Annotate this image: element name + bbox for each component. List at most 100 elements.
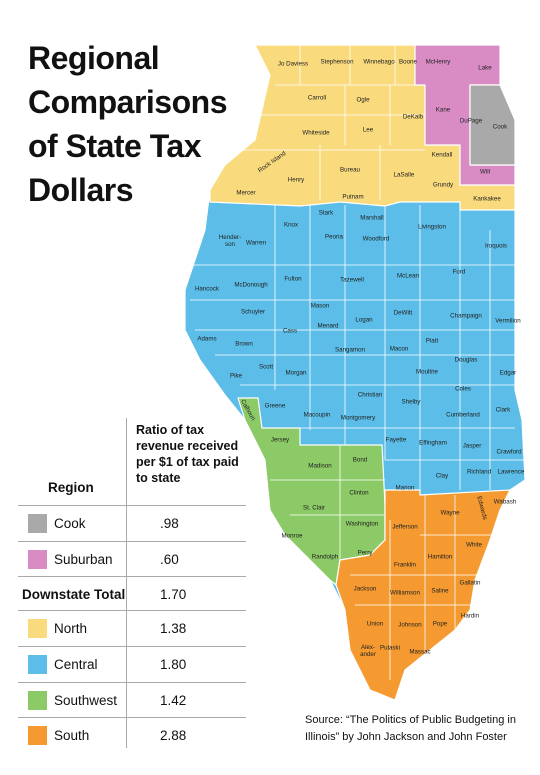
county-label: Franklin [394,562,417,569]
table-row: Southwest 1.42 [18,682,246,719]
county-label: Marion [396,485,415,492]
table-row: Central 1.80 [18,646,246,683]
county-label: Grundy [433,182,454,189]
header-ratio: Ratio of tax revenue received per $1 of … [136,423,239,485]
county-label: Lee [363,127,374,134]
county-label: McLean [397,273,420,280]
county-label: Jersey [271,437,290,444]
county-label: Williamson [390,590,420,597]
county-label: Greene [265,403,286,410]
county-label: Mercer [236,190,255,197]
county-label: Schuyler [241,309,265,316]
county-label: Hamilton [428,554,453,561]
title: Regional Comparisons of State Tax Dollar… [28,40,227,208]
county-label: Ogle [356,97,370,104]
county-label: Moultrie [416,369,439,376]
table-row: South 2.88 [18,717,246,754]
region-cook [469,84,516,166]
region-name: Central [54,657,98,672]
ratio-value: 1.42 [160,693,187,708]
county-label: Kane [436,107,451,114]
county-label: Morgan [286,370,308,377]
county-label: Cook [493,124,508,131]
ratio-value: 1.38 [160,621,187,636]
county-label: Warren [246,240,267,247]
county-label: Gallatin [460,580,482,587]
county-label: Effingham [419,440,447,447]
county-label: LaSalle [394,172,415,179]
county-label: Putnam [342,194,363,201]
county-label: Stephenson [320,59,354,66]
county-label: Champaign [450,313,482,320]
region-south [335,489,511,701]
county-label: Pulaski [380,645,400,652]
table-row: Downstate Total 1.70 [18,576,246,613]
county-label: Boone [399,59,417,66]
county-label: Edgar [500,370,517,377]
county-label: Macon [390,346,409,353]
color-swatch [28,550,47,569]
region-name: Southwest [54,693,118,708]
table-row: North 1.38 [18,610,246,647]
county-label: Jo Daviess [278,61,308,68]
color-swatch [28,655,47,674]
county-label: Coles [455,386,471,393]
county-labels: Jo Daviess Stephenson Winnebago Boone McHenr… [195,59,525,658]
county-label: Crawford [496,449,522,456]
color-swatch [28,619,47,638]
county-label: Pike [230,373,243,380]
county-line [270,445,500,680]
color-swatch [28,514,47,533]
ratio-value: 1.80 [160,657,187,672]
county-label: Clinton [349,490,369,497]
county-label: Kendall [432,152,453,159]
county-label: Bond [353,457,368,464]
county-label: Mason [311,303,330,310]
county-label: Shelby [402,399,422,406]
county-label: Johnson [398,622,422,629]
column-divider [126,418,127,748]
county-label: Menard [318,323,340,330]
color-swatch [28,726,47,745]
county-lines [190,45,525,680]
county-label: Woodford [363,236,390,243]
region-name: North [54,621,88,636]
county-label: Marshall [360,215,383,222]
county-label: Hancock [195,286,220,293]
county-label: Jasper [463,443,482,450]
county-label: Stark [319,210,334,217]
county-label: Lake [478,65,492,72]
county-label: Perry [358,550,374,557]
table-row: Cook .98 [18,505,246,542]
county-line [190,205,525,490]
ratio-value: .98 [160,516,179,531]
county-label: McDonough [234,282,268,289]
county-label: Massac [409,649,430,656]
color-swatch [28,691,47,710]
region-name: South [54,728,90,743]
county-line [240,45,425,200]
county-label: Adams [197,336,216,343]
county-label: Carroll [308,95,326,102]
county-label: Bureau [340,167,361,174]
county-label: DeWitt [394,310,413,317]
county-label: Livingston [418,224,446,231]
county-label: Wabash [494,499,517,506]
county-label: Brown [235,341,253,348]
county-label: Vermilion [495,318,521,325]
county-label: Hardin [461,613,480,620]
county-label: Hender-son [219,234,241,248]
header-region: Region [48,480,94,495]
county-label: Pope [433,621,448,628]
county-label: Logan [355,317,373,324]
county-label: Iroquois [485,243,507,250]
county-label: Henry [288,177,305,184]
county-label: Piatt [426,338,439,345]
county-label: Fulton [284,276,302,283]
county-label: Scott [259,364,273,371]
county-label: Douglas [455,357,478,364]
county-label: Alex-ander [360,644,376,658]
county-label: Clark [496,407,511,414]
